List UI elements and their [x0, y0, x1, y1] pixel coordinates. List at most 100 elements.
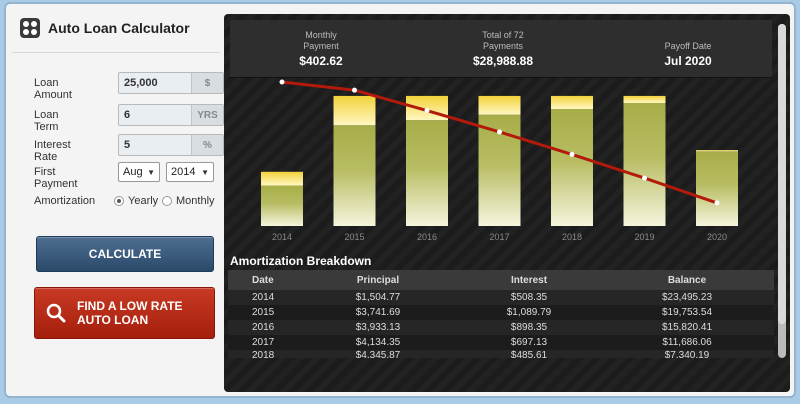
x-tick-label: 2014 [272, 232, 292, 242]
interest-bar [261, 171, 303, 186]
cell-interest: $898.35 [510, 322, 548, 333]
month-select[interactable]: Aug ▼ [118, 162, 160, 182]
amortization-chart: 2014 2015 2016 2017 2018 2019 2020 [261, 79, 738, 242]
x-tick-label: 2016 [417, 232, 437, 242]
monthly-label-1: Monthly [305, 30, 337, 40]
scrollbar-track[interactable] [778, 24, 786, 358]
x-tick-label: 2015 [344, 232, 364, 242]
principal-bar [406, 120, 448, 226]
calculator-icon [20, 18, 40, 38]
col-principal: Principal [356, 274, 400, 286]
search-icon [46, 303, 66, 323]
monthly-label: Monthly [176, 195, 215, 207]
monthly-label-2: Payment [303, 41, 339, 51]
cell-balance: $19,753.54 [661, 307, 713, 318]
principal-bar [551, 108, 593, 226]
find-label-line1: FIND A LOW RATE [77, 299, 183, 313]
app-frame: Auto Loan Calculator Loan Amount 25,000 … [6, 4, 794, 396]
interest-bar [551, 95, 593, 109]
year-select[interactable]: 2014 ▼ [166, 162, 214, 182]
cell-balance: $23,495.23 [661, 292, 713, 303]
interest-rate-value[interactable]: 5 [124, 139, 131, 151]
years-unit: YRS [191, 105, 223, 125]
balance-point [279, 79, 285, 85]
find-low-rate-button[interactable]: FIND A LOW RATE AUTO LOAN [34, 287, 215, 339]
monthly-option[interactable]: Monthly [162, 195, 215, 207]
table-row: 2018 $4,345.87 $485.61 $7,340.19 [228, 350, 774, 358]
interest-bar [406, 95, 448, 121]
loan-amount-field[interactable]: 25,000 $ [118, 72, 224, 94]
yearly-label: Yearly [128, 195, 159, 207]
loan-term-field[interactable]: 6 YRS [118, 104, 224, 126]
balance-point [497, 129, 502, 135]
summary-bar: Monthly Payment $402.62 Total of 72 Paym… [230, 20, 772, 78]
cell-date: 2016 [252, 322, 275, 333]
principal-bar [333, 125, 376, 226]
loan-term-value[interactable]: 6 [124, 109, 131, 121]
table-header: Date Principal Interest Balance [228, 270, 774, 290]
balance-point [569, 151, 575, 157]
cell-balance: $15,820.41 [661, 322, 713, 333]
cell-date: 2014 [252, 292, 275, 303]
principal-bar [261, 185, 303, 226]
balance-point [352, 87, 357, 93]
x-tick-label: 2019 [634, 232, 654, 242]
x-tick-label: 2017 [489, 232, 509, 242]
principal-bar [696, 151, 738, 226]
total-label-1: Total of 72 [482, 30, 524, 40]
loan-term-label: Loan Term [34, 109, 59, 133]
total-payments-value: $28,988.88 [472, 54, 534, 68]
x-tick-label: 2018 [562, 232, 582, 242]
breakdown-title: Amortization Breakdown [230, 254, 372, 268]
cell-date: 2017 [252, 337, 275, 348]
cell-principal: $4,345.87 [355, 350, 401, 358]
app-title: Auto Loan Calculator [48, 20, 190, 36]
input-panel: Auto Loan Calculator Loan Amount 25,000 … [12, 14, 224, 394]
interest-rate-label: Interest Rate [34, 139, 71, 163]
monthly-radio[interactable] [162, 196, 172, 207]
amortization-label: Amortization [34, 195, 96, 207]
cell-date: 2015 [252, 307, 275, 318]
percent-unit: % [191, 135, 223, 155]
first-payment-label: First Payment [34, 166, 78, 190]
calculate-button[interactable]: CALCULATE [36, 236, 214, 272]
cell-principal: $3,933.13 [355, 322, 401, 333]
table-row: 2015 $3,741.69 $1,089.79 $19,753.54 [228, 305, 774, 320]
balance-point [714, 200, 720, 206]
payoff-date-summary: Payoff Date Jul 2020 [648, 30, 728, 67]
interest-rate-field[interactable]: 5 % [118, 134, 224, 156]
x-tick-label: 2020 [707, 232, 727, 242]
monthly-payment-value: $402.62 [299, 54, 343, 68]
balance-point [642, 175, 647, 181]
table-row: 2017 $4,134.35 $697.13 $11,686.06 [228, 335, 774, 350]
cell-principal: $4,134.35 [355, 337, 401, 348]
yearly-option[interactable]: Yearly [114, 195, 158, 207]
chevron-down-icon: ▼ [147, 167, 155, 177]
total-payments-summary: Total of 72 Payments $28,988.88 [458, 30, 548, 67]
find-label-line2: AUTO LOAN [77, 313, 149, 327]
cell-interest: $1,089.79 [506, 307, 552, 318]
interest-bar [623, 95, 666, 104]
divider [12, 52, 220, 53]
balance-point [424, 108, 430, 114]
header: Auto Loan Calculator [20, 14, 220, 42]
year-value: 2014 [171, 166, 196, 178]
cell-principal: $1,504.77 [355, 292, 401, 303]
principal-bar [623, 103, 666, 226]
cell-date: 2018 [252, 350, 275, 358]
scrollbar-thumb[interactable] [778, 24, 786, 324]
table-row: 2016 $3,933.13 $898.35 $15,820.41 [228, 320, 774, 335]
cell-interest: $697.13 [510, 337, 548, 348]
col-balance: Balance [667, 274, 707, 286]
find-low-rate-label: FIND A LOW RATE AUTO LOAN [77, 299, 183, 327]
payoff-label: Payoff Date [664, 41, 712, 51]
yearly-radio[interactable] [114, 196, 124, 207]
month-value: Aug [123, 166, 143, 178]
interest-bar [333, 95, 376, 126]
col-date: Date [252, 274, 274, 286]
cell-balance: $11,686.06 [662, 337, 712, 348]
payoff-date-value: Jul 2020 [664, 54, 712, 68]
interest-bar [696, 150, 738, 152]
dollar-unit: $ [191, 73, 223, 93]
loan-amount-value[interactable]: 25,000 [124, 77, 158, 89]
